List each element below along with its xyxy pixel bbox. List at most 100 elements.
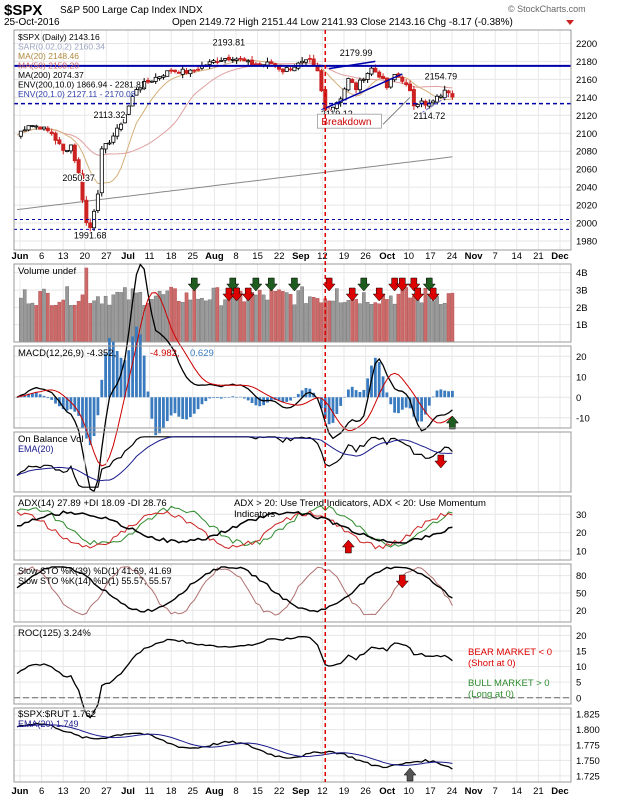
bottom-x-axis-tick-label: Jun (12, 786, 29, 797)
macd-histogram-bar (242, 397, 246, 399)
candle-body (211, 60, 216, 63)
candle-body (377, 71, 382, 78)
adx-axis-tick-label: 30 (576, 510, 587, 521)
macd-histogram-bar (385, 392, 389, 398)
volume-bar (338, 302, 343, 343)
candle-body (169, 69, 174, 72)
bottom-x-axis-tick-label: 26 (360, 786, 371, 797)
candle-body (38, 126, 43, 130)
bottom-x-axis-tick-label: 11 (145, 786, 155, 797)
x-axis-tick-label: 10 (404, 251, 415, 262)
volume-bar (365, 302, 370, 343)
volume-bar (354, 298, 358, 343)
bottom-x-axis-tick-label: 7 (493, 786, 498, 797)
candle-body (72, 144, 77, 162)
volume-bar (423, 288, 428, 343)
volume-bar (180, 302, 185, 343)
macd-histogram-bar (135, 326, 138, 398)
volume-bar (435, 296, 439, 343)
candle-body (280, 68, 285, 73)
wedge-lower-trendline (321, 73, 403, 111)
x-axis-tick-label: 8 (233, 251, 238, 262)
bottom-x-axis-tick-label: 12 (317, 786, 328, 797)
bottom-arrow-icon (403, 767, 417, 782)
candle-body (234, 58, 239, 61)
price-legend-entry: ENV(20,1.0) 2127.11 - 2170.08 (18, 89, 136, 99)
macd-histogram-bar (439, 389, 443, 398)
x-axis-tick-label: Jul (121, 251, 135, 262)
macd-histogram-bar (27, 393, 30, 398)
adx-note-line1: ADX > 20: Use Trend Indicators, ADX < 20… (234, 498, 486, 509)
volume-bar (404, 287, 408, 343)
volume-bar (153, 295, 158, 343)
roc-axis-tick-label: 0 (576, 693, 581, 704)
candle-body (226, 56, 231, 61)
ratio-axis-tick-label: 1.800 (576, 725, 600, 736)
sell-arrow-icon (322, 277, 336, 292)
volume-bar (123, 287, 127, 343)
quote-line: Open 2149.72 High 2151.44 Low 2141.93 Cl… (172, 17, 513, 28)
volume-axis-tick-label: 2B (576, 303, 588, 314)
candle-body (146, 79, 151, 83)
volume-bar (277, 289, 281, 343)
x-axis-tick-label: 26 (360, 251, 371, 262)
candle-body (311, 58, 316, 66)
volume-bar (65, 286, 69, 343)
x-axis-tick-label: 18 (166, 251, 177, 262)
sell-arrow-icon (407, 277, 421, 292)
candle-body (180, 68, 185, 75)
minus-di-line (16, 510, 453, 550)
x-axis-tick-label: 17 (425, 251, 436, 262)
volume-panel-frame (13, 263, 572, 343)
bottom-x-axis-tick-label: 17 (425, 786, 436, 797)
volume-bar (227, 299, 231, 343)
macd-histogram-bar (146, 391, 150, 398)
macd-histogram-bar (81, 397, 84, 429)
x-axis-tick-label: 14 (512, 251, 523, 262)
sto-axis-tick-label: 20 (576, 606, 587, 617)
buy-arrow-icon (445, 415, 459, 430)
macd-histogram-bar (408, 397, 412, 409)
bottom-x-axis-tick-label: 20 (80, 786, 91, 797)
macd-histogram-bar (227, 397, 231, 398)
macd-histogram-bar (181, 397, 185, 419)
price-legend-entry: SAR(0.02,0.2) 2160.34 (18, 42, 105, 52)
volume-bar (346, 300, 351, 343)
volume-bar (373, 302, 378, 343)
buy-arrow-icon (264, 277, 278, 292)
price-axis-tick-label: 2100 (576, 129, 597, 140)
candle-body (400, 76, 405, 82)
sto-axis-tick-label: 50 (576, 589, 587, 600)
obv-ema-legend: EMA(20) (18, 444, 54, 454)
candle-body (157, 76, 162, 79)
macd-histogram-bar (77, 397, 81, 416)
breakdown-label-box (316, 113, 382, 129)
candle-body (107, 142, 112, 145)
volume-bar (442, 303, 447, 343)
volume-bar (88, 303, 93, 343)
roc-axis-tick-label: 5 (576, 678, 581, 689)
candle-body (22, 129, 27, 132)
volume-bar (49, 305, 54, 343)
macd-histogram-bar (404, 397, 408, 408)
macd-histogram-bar (150, 397, 154, 419)
candle-body (223, 58, 228, 61)
candle-body (257, 63, 262, 66)
macd-histogram-bar (335, 397, 339, 415)
sell-arrow-icon (434, 454, 448, 469)
volume-bar (196, 298, 200, 343)
macd-histogram-bar (142, 355, 146, 398)
volume-bar (408, 297, 412, 343)
macd-histogram-bar (296, 393, 300, 398)
volume-bar (19, 297, 23, 343)
volume-bar (115, 291, 119, 343)
volume-bar (53, 305, 58, 343)
volume-bar (188, 299, 193, 343)
macd-panel-frame (13, 345, 572, 429)
candle-body (369, 67, 374, 75)
candle-body (415, 103, 420, 107)
macd-histogram-bar (31, 392, 34, 398)
macd-histogram-bar (204, 397, 208, 402)
volume-bar (377, 303, 381, 343)
bottom-x-axis-tick-label: 13 (58, 786, 69, 797)
